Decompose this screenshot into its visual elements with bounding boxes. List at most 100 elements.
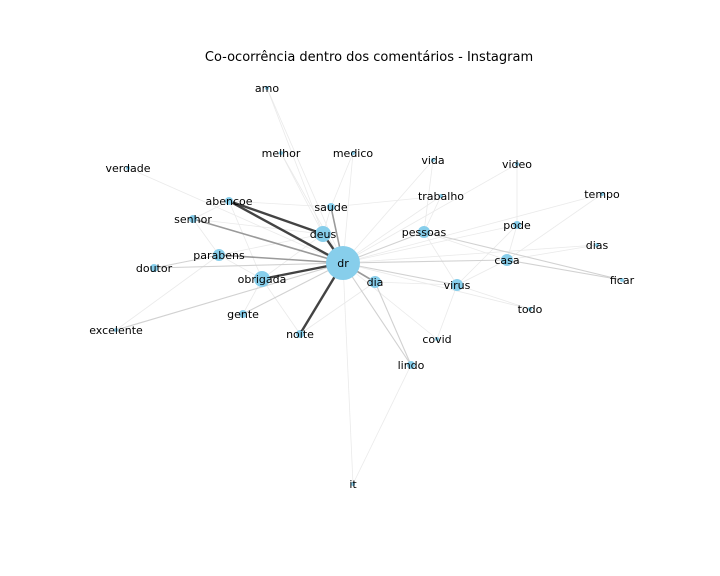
edge-dr-gente — [242, 262, 344, 315]
edge-dr-trabalho — [342, 195, 442, 264]
edge-pessoas-casa — [423, 231, 508, 261]
edge-vida-pessoas — [423, 159, 434, 233]
node-noite — [296, 330, 304, 338]
edge-saude-trabalho — [330, 195, 442, 208]
node-saude — [327, 203, 335, 211]
node-label-lindo: lindo — [398, 359, 425, 372]
node-label-dia: dia — [367, 276, 384, 289]
edge-pode-casa — [506, 224, 518, 261]
node-label-gente: gente — [227, 308, 259, 321]
node-dias — [595, 243, 599, 247]
edge-parabens-doutor — [153, 254, 220, 269]
edge-dr-todo — [342, 262, 531, 310]
node-abencoe — [225, 197, 233, 205]
node-label-trabalho: trabalho — [418, 190, 464, 203]
node-label-dias: dias — [586, 239, 609, 252]
node-pessoas — [418, 226, 430, 238]
edge-pessoas-ficar — [423, 231, 623, 281]
node-label-saude: saude — [314, 201, 347, 214]
edge-dr-excelente — [115, 262, 344, 331]
edge-virus-casa — [456, 259, 508, 286]
node-label-medico: medico — [333, 147, 374, 160]
node-deus — [315, 226, 331, 242]
edge-dr-doutor — [153, 262, 344, 269]
edge-dr-senhor — [192, 218, 344, 264]
edge-dr-abencoe — [228, 199, 344, 265]
node-layer — [114, 86, 624, 486]
edge-pode-virus — [456, 224, 518, 286]
edge-dr-parabens — [218, 254, 344, 264]
node-todo — [528, 307, 532, 311]
node-label-tempo: tempo — [584, 188, 620, 201]
edge-obrigada-parabens — [218, 254, 263, 280]
edge-deus-senhor — [192, 218, 324, 235]
edge-saude-medico — [330, 152, 354, 208]
node-parabens — [213, 249, 225, 261]
node-label-noite: noite — [286, 328, 314, 341]
node-label-amo: amo — [255, 82, 279, 95]
node-dia — [369, 276, 381, 288]
edge-abencoe-obrigada — [228, 200, 263, 280]
edge-dr-lindo — [342, 262, 412, 366]
edge-lindo-it — [352, 364, 412, 485]
edge-deus-obrigada — [261, 233, 324, 280]
node-label-ficar: ficar — [610, 274, 635, 287]
edge-dia-lindo — [374, 281, 412, 366]
node-label-video: video — [502, 158, 532, 171]
node-obrigada — [254, 271, 270, 287]
node-label-excelente: excelente — [89, 324, 143, 337]
node-vida — [431, 158, 435, 162]
edge-parabens-excelente — [115, 254, 220, 331]
node-senhor — [189, 215, 197, 223]
edge-dr-vida — [342, 159, 434, 264]
node-label-covid: covid — [422, 333, 451, 346]
edge-deus-melhor — [280, 152, 324, 235]
node-label-virus: virus — [444, 279, 471, 292]
edge-dia-virus — [374, 281, 458, 286]
node-virus — [451, 279, 463, 291]
node-amo — [265, 86, 269, 90]
node-casa — [501, 254, 513, 266]
node-label-parabens: parabens — [193, 249, 245, 262]
node-pode — [513, 221, 521, 229]
edge-dr-it — [342, 262, 354, 485]
edge-virus-todo — [456, 284, 531, 310]
node-lindo — [407, 361, 415, 369]
edge-casa-dias — [506, 244, 598, 261]
node-label-dr: dr — [337, 257, 349, 270]
node-trabalho — [439, 194, 443, 198]
edge-parabens-senhor — [192, 218, 220, 256]
edge-abencoe-saude — [228, 200, 332, 208]
node-tempo — [600, 192, 604, 196]
node-melhor — [279, 151, 283, 155]
edge-abencoe-deus — [228, 199, 324, 236]
node-label-doutor: doutor — [136, 262, 173, 275]
node-label-pessoas: pessoas — [402, 226, 447, 239]
node-label-casa: casa — [494, 254, 519, 267]
node-dr — [326, 246, 360, 280]
node-label-pode: pode — [503, 219, 531, 232]
node-medico — [351, 151, 355, 155]
node-label-obrigada: obrigada — [238, 273, 287, 286]
node-it — [351, 482, 355, 486]
node-label-vida: vida — [421, 154, 444, 167]
node-ficar — [620, 278, 624, 282]
label-layer: dr deus obrigada parabens dia casa virus pessoa… — [89, 82, 634, 491]
edge-dr-covid — [342, 262, 438, 340]
node-label-abencoe: abencoe — [205, 195, 252, 208]
node-label-deus: deus — [310, 228, 337, 241]
node-label-verdade: verdade — [105, 162, 150, 175]
edge-dr-casa — [342, 259, 508, 264]
chart-title: Co-ocorrência dentro dos comentários - I… — [204, 50, 534, 65]
edge-dr-dias — [342, 244, 598, 264]
node-covid — [435, 337, 439, 341]
edge-deus-parabens — [218, 233, 324, 256]
edge-abencoe-senhor — [192, 200, 230, 220]
node-gente — [239, 310, 247, 318]
edge-pessoas-virus — [423, 231, 458, 286]
edge-dr-tempo — [342, 193, 603, 264]
edge-dr-pode — [342, 224, 518, 264]
node-label-senhor: senhor — [174, 213, 212, 226]
node-video — [515, 162, 519, 166]
